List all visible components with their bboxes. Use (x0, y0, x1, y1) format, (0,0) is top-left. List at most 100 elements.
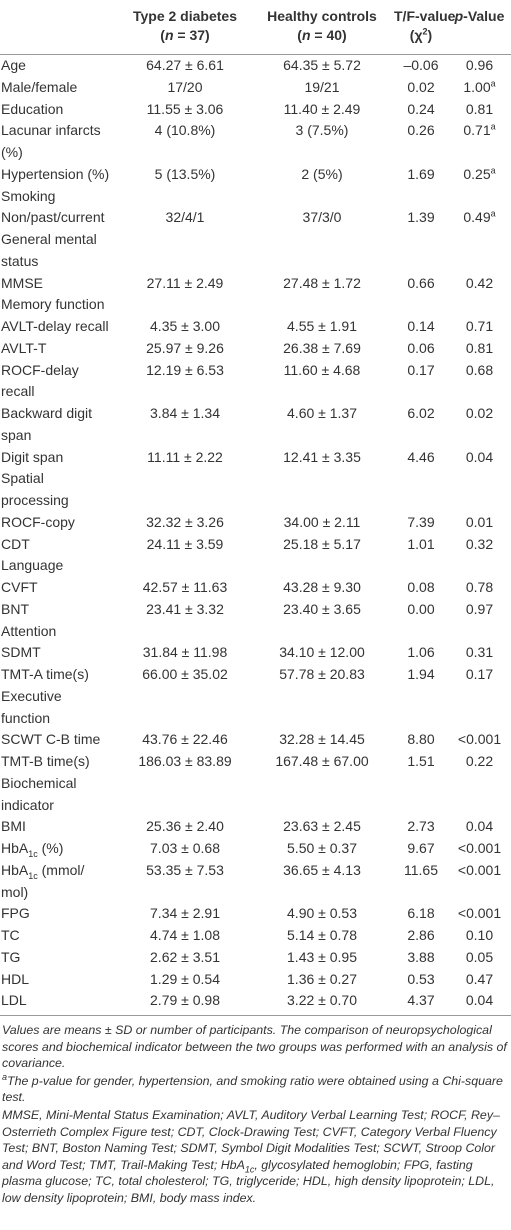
label-line: General mental (1, 229, 511, 251)
text: TMT-A time(s) (1, 666, 89, 682)
row-label: CVFT (0, 577, 120, 599)
data-row: Backward digit span 3.84 ± 1.34 4.60 ± 1.37… (0, 403, 511, 447)
cell: 0.00 (394, 599, 448, 621)
cell: 0.17 (394, 360, 448, 404)
text: 27.11 ± 2.49 (146, 274, 224, 291)
text: MMSE, Mini-Mental Status Examination; AV… (2, 1107, 500, 1172)
row-label: HbA1c (mmol/mol) (0, 860, 120, 904)
text: status (1, 252, 39, 269)
cell: 32.28 ± 14.45 (250, 729, 394, 751)
cell: 11.11 ± 2.22 (120, 447, 250, 469)
cell: <0.001 (448, 838, 511, 860)
cell: 1.36 ± 0.27 (250, 969, 394, 991)
superscript: a (490, 121, 496, 132)
data-row: LDL 2.79 ± 0.98 3.22 ± 0.70 4.37 0.04 (0, 990, 511, 1017)
row-label: TMT-A time(s) (0, 664, 120, 686)
text: Digit span (1, 448, 64, 465)
cell: 25.97 ± 9.26 (120, 338, 250, 360)
text: 0.02 (465, 405, 494, 421)
data-row: SDMT 31.84 ± 11.98 34.10 ± 12.00 1.06 0.31 (0, 642, 511, 664)
text: 25.97 ± 9.26 (146, 339, 224, 356)
text: 17/20 (167, 78, 203, 95)
text: 0.01 (465, 513, 494, 530)
row-label: MMSE (0, 273, 120, 295)
text: 1.01 (407, 535, 435, 552)
section-row: Executive function (0, 686, 511, 730)
row-label: Smoking (0, 186, 511, 208)
data-row: MMSE 27.11 ± 2.49 27.48 ± 1.72 0.66 0.42 (0, 273, 511, 295)
cell: 0.04 (448, 447, 511, 469)
cell: 3.84 ± 1.34 (120, 403, 250, 447)
row-label: Memory function (0, 294, 511, 316)
text: Memory function (1, 296, 105, 313)
table-header: Type 2 diabetes (n = 37) Healthy controls(… (0, 0, 511, 55)
cell: 0.81 (448, 338, 511, 360)
data-row: BNT 23.41 ± 3.32 23.40 ± 3.65 0.00 0.97 (0, 599, 511, 621)
text: Values are means ± SD or number of parti… (2, 1023, 507, 1071)
label-line: span (1, 425, 120, 447)
text: <0.001 (457, 840, 502, 856)
cell: 5.14 ± 0.78 (250, 925, 394, 947)
data-row: CDT 24.11 ± 3.59 25.18 ± 5.17 1.01 0.32 (0, 534, 511, 556)
cell: 1.01 (394, 534, 448, 556)
row-label: TMT-B time(s) (0, 751, 120, 773)
label-line: mol) (1, 882, 120, 904)
data-row: AVLT-T 25.97 ± 9.26 26.38 ± 7.69 0.06 0.81 (0, 338, 511, 360)
cell: –0.06 (394, 55, 448, 77)
table-body: Age 64.27 ± 6.61 64.35 ± 5.72 –0.06 0.96 Male… (0, 55, 511, 1017)
cell: 1.43 ± 0.95 (250, 947, 394, 969)
text: = 40) (310, 27, 347, 43)
header-line: p-Value (448, 7, 511, 26)
italic-text: n (164, 27, 174, 43)
row-label: Digit span (0, 447, 120, 469)
cell: 9.67 (394, 838, 448, 860)
text: 1.00 (463, 78, 491, 95)
text: 186.03 ± 83.89 (138, 753, 232, 769)
row-label: TG (0, 947, 120, 969)
data-row: Hypertension (%) 5 (13.5%) 2 (5%) 1.69 0.25a (0, 164, 511, 186)
cell: 11.65 (394, 860, 448, 904)
data-row: AVLT-delay recall 4.35 ± 3.00 4.55 ± 1.91 0… (0, 316, 511, 338)
cell: 0.08 (394, 577, 448, 599)
text: 0.81 (465, 100, 494, 117)
text: 32.28 ± 14.45 (279, 731, 365, 748)
cell: 2.62 ± 3.51 (120, 947, 250, 969)
cell: 43.76 ± 22.46 (120, 729, 250, 751)
label-line: recall (1, 381, 120, 403)
cell: 4.35 ± 3.00 (120, 316, 250, 338)
footnote: MMSE, Mini-Mental Status Examination; AV… (2, 1107, 509, 1207)
cell: 27.48 ± 1.72 (250, 273, 394, 295)
text: 5.50 ± 0.37 (287, 840, 357, 856)
text: 4.37 (407, 992, 435, 1009)
text: 31.84 ± 11.98 (142, 644, 228, 661)
text: 4.46 (407, 448, 435, 465)
cell: 11.60 ± 4.68 (250, 360, 394, 404)
text: SDMT (1, 644, 41, 661)
cell: 0.81 (448, 99, 511, 121)
cell: 0.78 (448, 577, 511, 599)
cell: 57.78 ± 20.83 (250, 664, 394, 686)
text: mol) (1, 883, 29, 900)
cell: 53.35 ± 7.53 (120, 860, 250, 904)
cell: 19/21 (250, 77, 394, 99)
superscript: a (490, 78, 496, 89)
text: 1.51 (407, 753, 435, 769)
row-label: Age (0, 55, 120, 77)
text: 0.17 (407, 361, 435, 378)
text: , glycosylated hemoglobin; FPG, fasting … (2, 1157, 495, 1205)
text: indicator (1, 796, 54, 813)
text: 9.67 (407, 840, 435, 856)
cell: 42.57 ± 11.63 (120, 577, 250, 599)
cell: 5.50 ± 0.37 (250, 838, 394, 860)
superscript: a (2, 1071, 8, 1082)
row-label: ROCF-copy (0, 512, 120, 534)
text: <0.001 (457, 861, 502, 878)
row-label: HbA1c (%) (0, 838, 120, 860)
text: span (1, 426, 32, 443)
text: Male/female (1, 78, 78, 95)
cell: 0.71a (448, 120, 511, 164)
row-label: Executive function (0, 686, 511, 730)
cell: 0.17 (448, 664, 511, 686)
cell: 2 (5%) (250, 164, 394, 186)
cell: 0.97 (448, 599, 511, 621)
